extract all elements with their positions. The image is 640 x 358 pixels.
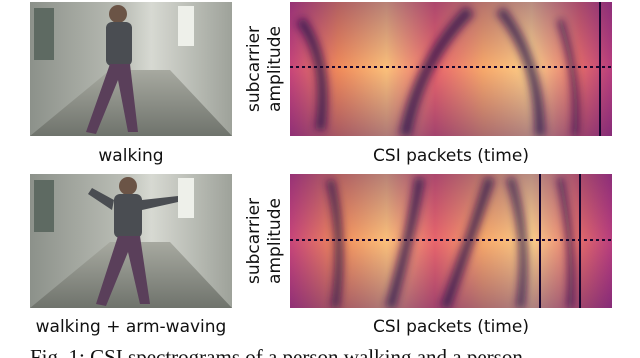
- y-axis-label: amplitude: [265, 198, 285, 284]
- spectrogram-walking-arm-waving: [290, 174, 612, 308]
- caption: Fig. 1: CSI spectrograms of a person wal…: [30, 345, 523, 358]
- x-axis-label: CSI packets (time): [373, 146, 529, 166]
- y-axis-label: subcarrier: [244, 198, 264, 284]
- x-axis-label: CSI packets (time): [373, 317, 529, 337]
- photo-walking: [30, 2, 232, 136]
- spectrogram-walking: [290, 2, 612, 136]
- y-axis-label: amplitude: [265, 26, 285, 112]
- y-axis-label: subcarrier: [244, 26, 264, 112]
- photo-label: walking: [98, 146, 163, 166]
- photo-walking-arm-waving: [30, 174, 232, 308]
- photo-label: walking + arm-waving: [36, 317, 227, 337]
